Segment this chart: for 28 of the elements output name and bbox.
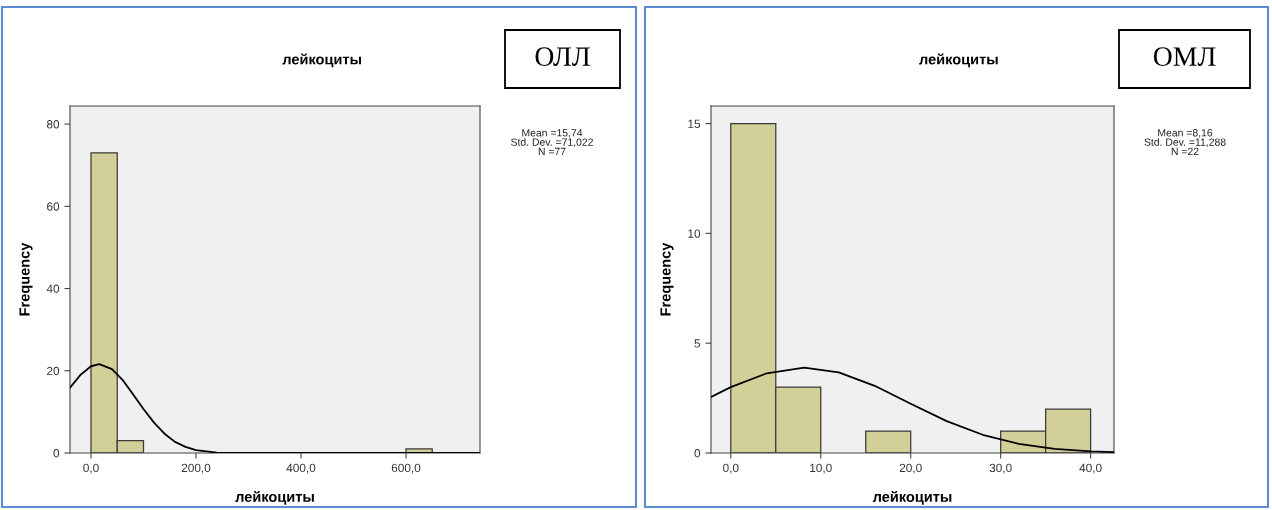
x-tick-label: 20,0 [899,463,922,474]
x-tick-label: 40,0 [1079,463,1102,474]
y-tick-label: 60 [47,202,60,211]
x-tick-label: 200,0 [181,463,211,474]
text: Mean =15,74 Std. Dev. =71,022 N =77 [511,129,593,156]
x-tick-label: 600,0 [391,463,421,474]
x-axis-title: лейкоциты [235,490,314,505]
x-tick-label: 0,0 [723,463,739,474]
y-tick-label: 5 [694,339,701,348]
y-tick-label: 10 [688,229,701,238]
chart-title: лейкоциты [282,53,361,68]
y-tick-label: 0 [694,449,701,458]
x-tick-label: 0,0 [83,463,99,474]
y-tick-label: 15 [688,119,701,128]
y-axis-title: Frequency [660,242,674,316]
chart-title: лейкоциты [919,53,998,68]
x-axis-title: лейкоциты [872,490,952,505]
x-tick-label: 400,0 [286,463,316,474]
text: ОЛЛ [535,47,590,66]
text: Mean =8,16 Std. Dev. =11,288 N =22 [1144,129,1226,156]
y-tick-label: 80 [46,120,60,129]
y-tick-label: 40 [46,284,60,293]
y-axis-title: Frequency [19,242,33,316]
y-tick-label: 0 [53,449,60,458]
x-tick-label: 10,0 [810,463,832,474]
x-tick-label: 30,0 [989,463,1012,474]
y-tick-label: 20 [47,366,60,376]
text: ОМЛ [1153,47,1216,66]
